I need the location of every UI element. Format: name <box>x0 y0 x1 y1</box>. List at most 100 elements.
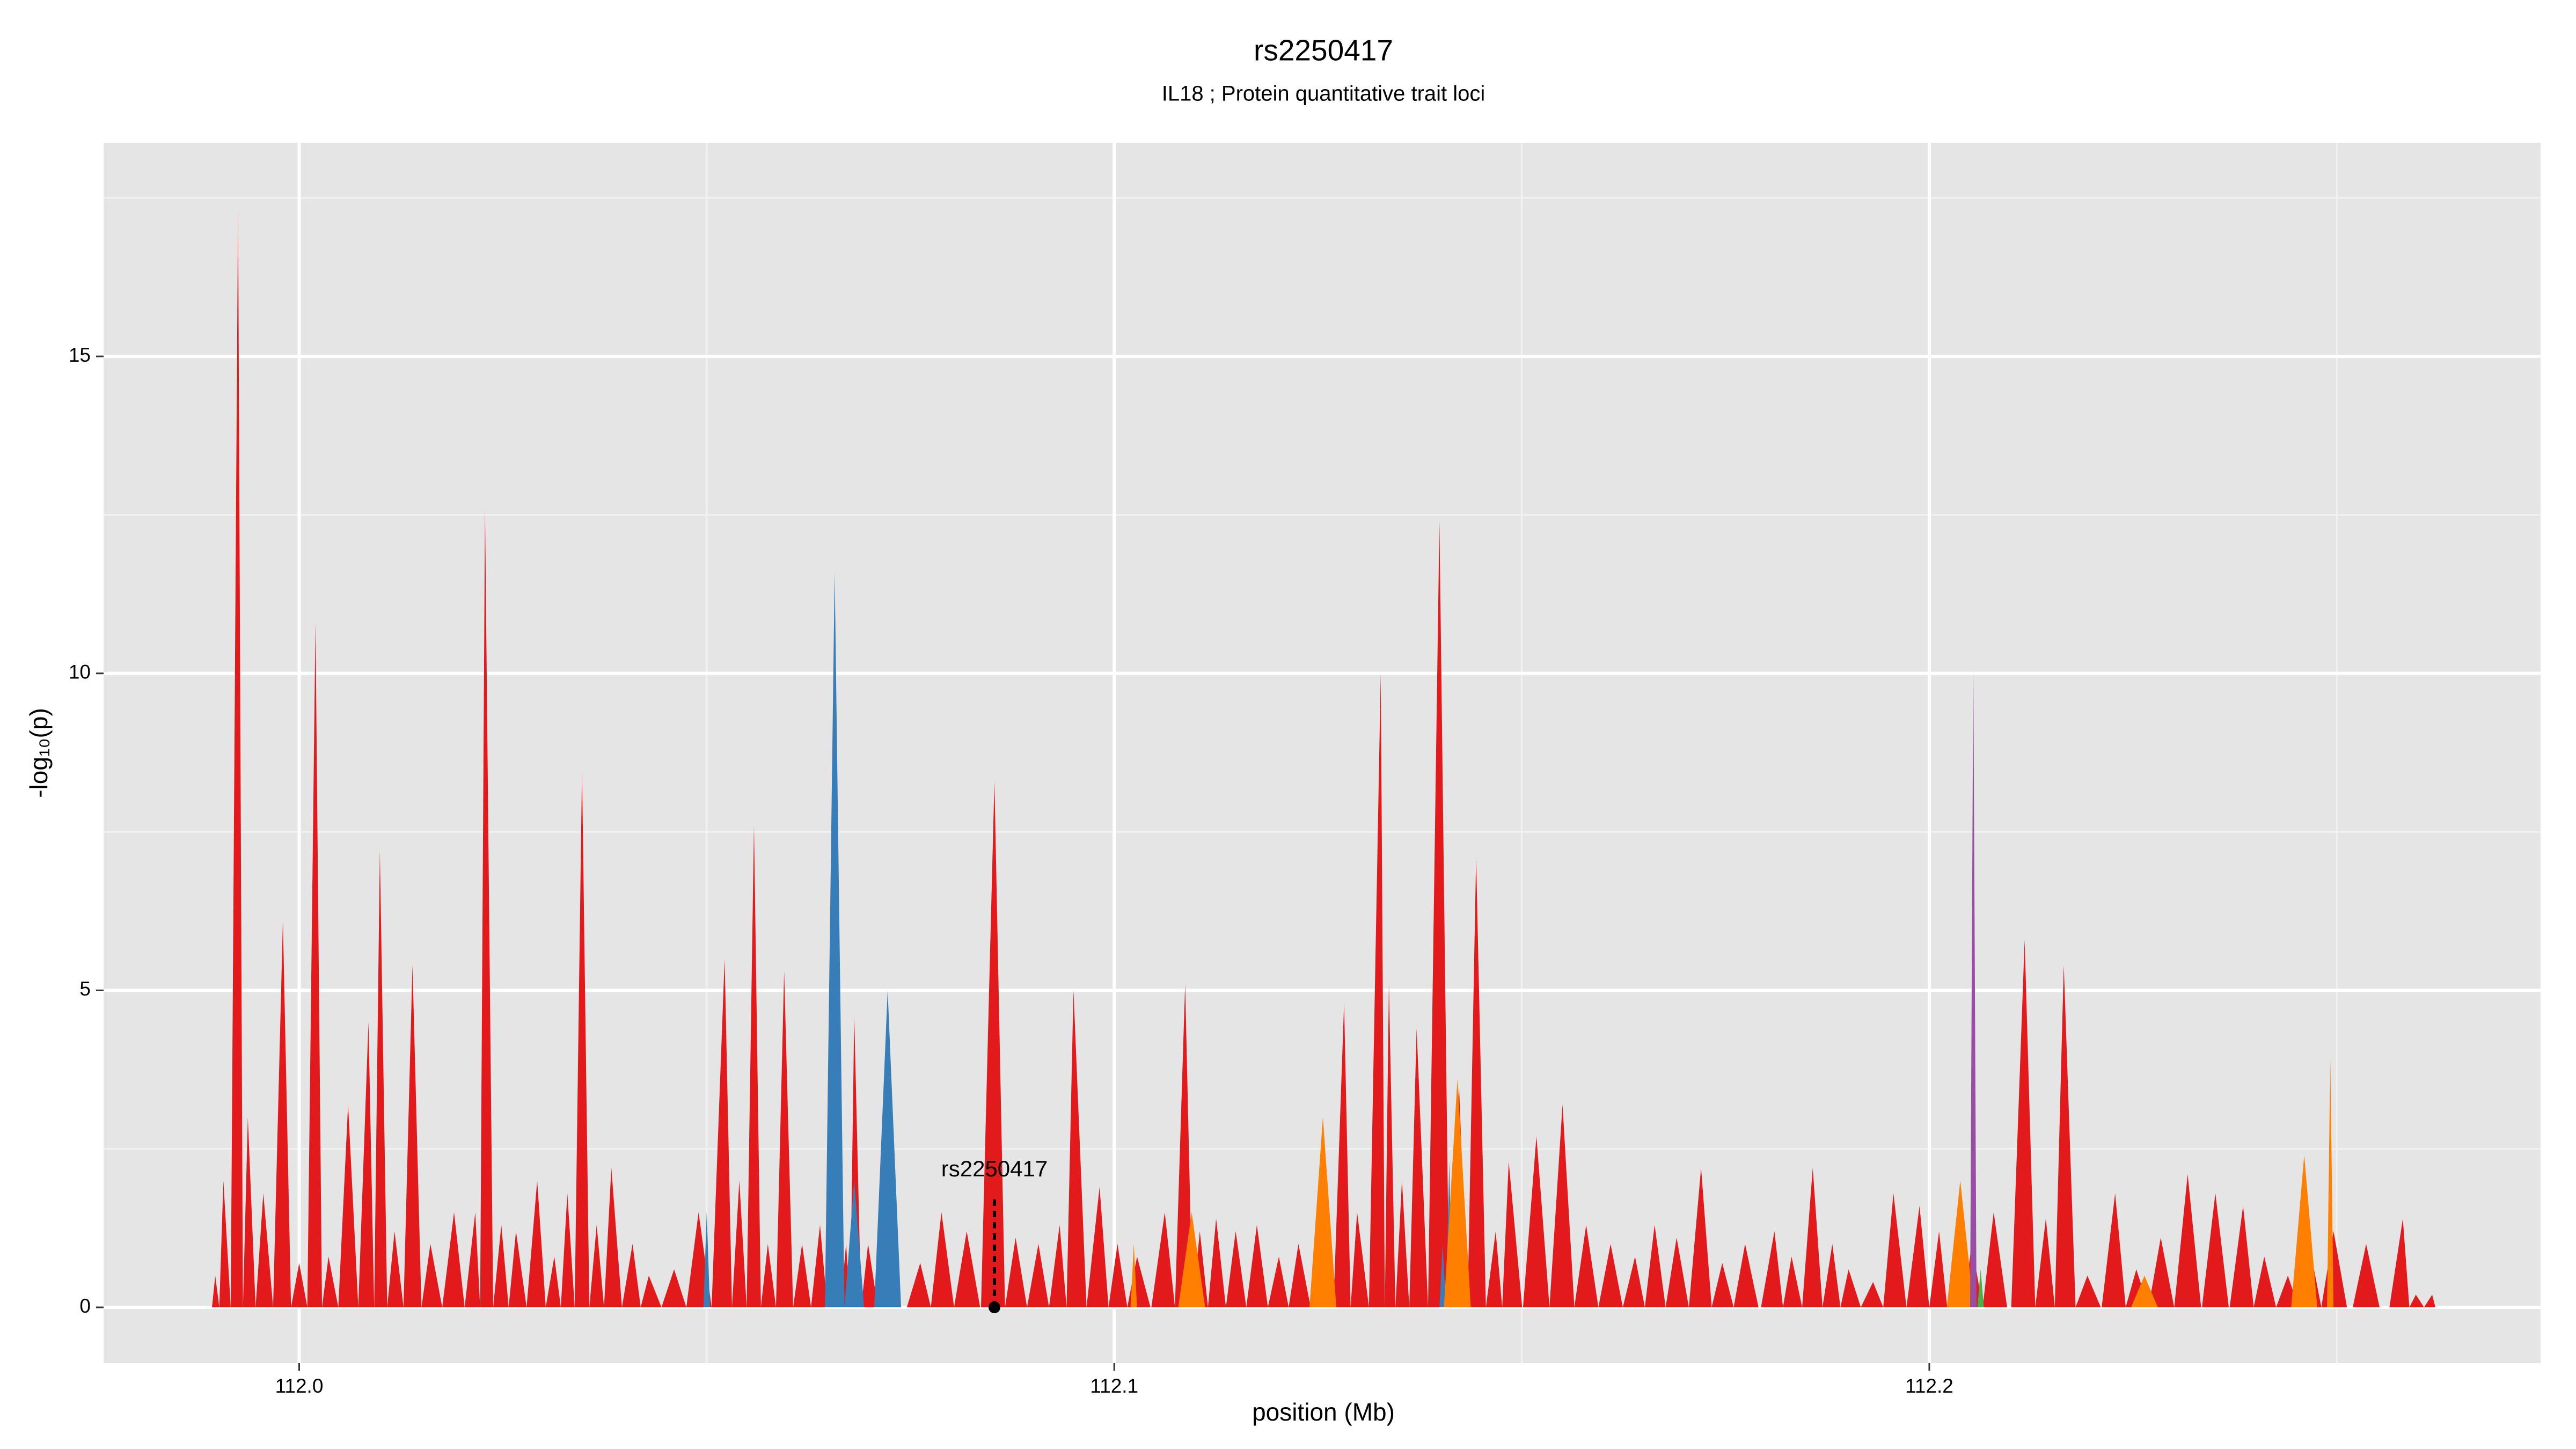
spike <box>1977 1269 1984 1308</box>
spike <box>1130 1243 1137 1308</box>
spike <box>1350 1212 1369 1308</box>
spike <box>421 1243 443 1308</box>
spike <box>561 1193 575 1308</box>
spike <box>825 572 845 1308</box>
spike <box>338 1104 358 1308</box>
x-tick-label: 112.2 <box>1905 1375 1953 1397</box>
spike <box>703 1212 710 1308</box>
spike <box>545 1256 561 1308</box>
spike <box>2229 1206 2254 1308</box>
spike <box>322 1256 339 1308</box>
spike <box>2409 1294 2424 1308</box>
spike <box>493 1225 509 1308</box>
spike <box>1665 1238 1689 1308</box>
spike <box>2174 1174 2201 1308</box>
spike <box>464 1212 480 1308</box>
spike <box>1644 1225 1666 1308</box>
spike <box>2389 1218 2410 1308</box>
chart-subtitle: IL18 ; Protein quantitative trait loci <box>1162 82 1485 106</box>
y-tick-label: 10 <box>69 661 91 683</box>
spike <box>1861 1282 1884 1308</box>
spike <box>760 1243 776 1308</box>
spike <box>931 1212 954 1308</box>
spike <box>1688 1168 1712 1308</box>
spike <box>358 1022 375 1308</box>
spike <box>2035 1218 2055 1308</box>
spike <box>1946 1180 1974 1308</box>
spike <box>1395 1180 1410 1308</box>
spike <box>1906 1206 1929 1308</box>
spike <box>954 1231 980 1308</box>
spike <box>1598 1243 1623 1308</box>
spike <box>1711 1263 1734 1308</box>
spike <box>1409 1028 1428 1308</box>
spike <box>230 204 243 1308</box>
spike <box>2075 1275 2101 1308</box>
spike <box>212 1275 219 1308</box>
spike <box>374 851 387 1308</box>
annotation-label: rs2250417 <box>941 1156 1048 1181</box>
spike <box>1982 1212 2007 1308</box>
spike <box>604 1168 622 1308</box>
spike <box>874 990 902 1308</box>
spike <box>2148 1238 2175 1308</box>
spike <box>1822 1243 1841 1308</box>
y-tick-label: 15 <box>69 344 91 366</box>
y-tick-label: 5 <box>79 978 91 1000</box>
spike <box>1289 1243 1311 1308</box>
spike <box>1467 857 1486 1308</box>
spike <box>1444 1079 1471 1308</box>
spike <box>1428 521 1450 1308</box>
spike <box>1246 1225 1268 1308</box>
spike <box>2352 1243 2380 1308</box>
spike <box>2424 1294 2436 1308</box>
chart-title: rs2250417 <box>1254 34 1393 67</box>
x-tick-label: 112.1 <box>1090 1375 1138 1397</box>
spike <box>1005 1238 1027 1308</box>
spike <box>2291 1155 2317 1308</box>
spike <box>2011 939 2036 1308</box>
spike <box>387 1231 404 1308</box>
spike <box>731 1180 747 1308</box>
spike <box>508 1231 527 1308</box>
spike <box>1549 1104 1575 1308</box>
spike <box>1523 1136 1550 1308</box>
spike <box>2202 1193 2229 1308</box>
spike <box>2253 1256 2277 1308</box>
spike <box>1622 1256 1645 1308</box>
annotation-point <box>988 1301 1000 1314</box>
spike <box>1268 1256 1289 1308</box>
spike <box>906 1263 931 1308</box>
spike <box>1086 1187 1109 1308</box>
x-axis-title: position (Mb) <box>1252 1398 1395 1426</box>
spike <box>2327 1060 2334 1308</box>
y-axis-title: -log₁₀(p) <box>25 708 53 798</box>
spike <box>640 1275 662 1308</box>
spike <box>1049 1225 1067 1308</box>
spike <box>793 1243 811 1308</box>
spike <box>1574 1225 1599 1308</box>
spike <box>1840 1269 1861 1308</box>
spike <box>1309 1117 1337 1308</box>
spike <box>1761 1231 1783 1308</box>
spike <box>403 965 422 1308</box>
spike <box>589 1225 604 1308</box>
spike <box>1368 673 1385 1308</box>
spike <box>1385 984 1396 1308</box>
spike <box>1733 1243 1759 1308</box>
spike <box>1502 1161 1523 1308</box>
spike <box>574 768 590 1308</box>
spike <box>1333 1003 1351 1308</box>
spike <box>711 958 732 1308</box>
y-tick-label: 0 <box>79 1295 91 1317</box>
spike <box>1929 1231 1948 1308</box>
spike <box>1802 1168 1823 1308</box>
spike <box>747 825 761 1308</box>
spike <box>1970 667 1977 1308</box>
spike <box>661 1269 686 1308</box>
x-tick-label: 112.0 <box>275 1375 324 1397</box>
spike <box>2131 1275 2158 1308</box>
spike <box>1485 1231 1503 1308</box>
spike <box>775 971 793 1308</box>
spike <box>442 1212 465 1308</box>
